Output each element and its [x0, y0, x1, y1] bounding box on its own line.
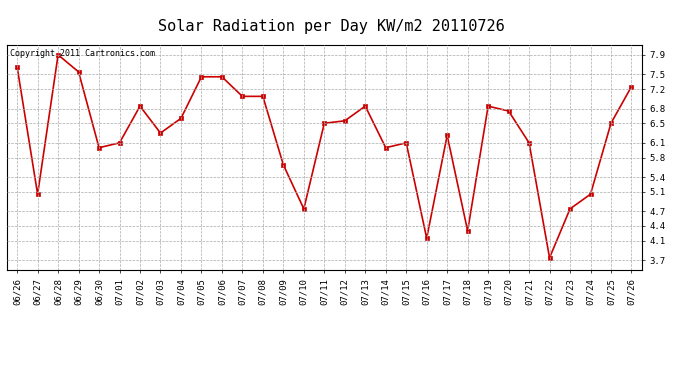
- Text: Solar Radiation per Day KW/m2 20110726: Solar Radiation per Day KW/m2 20110726: [158, 19, 504, 34]
- Text: Copyright 2011 Cartronics.com: Copyright 2011 Cartronics.com: [10, 50, 155, 58]
